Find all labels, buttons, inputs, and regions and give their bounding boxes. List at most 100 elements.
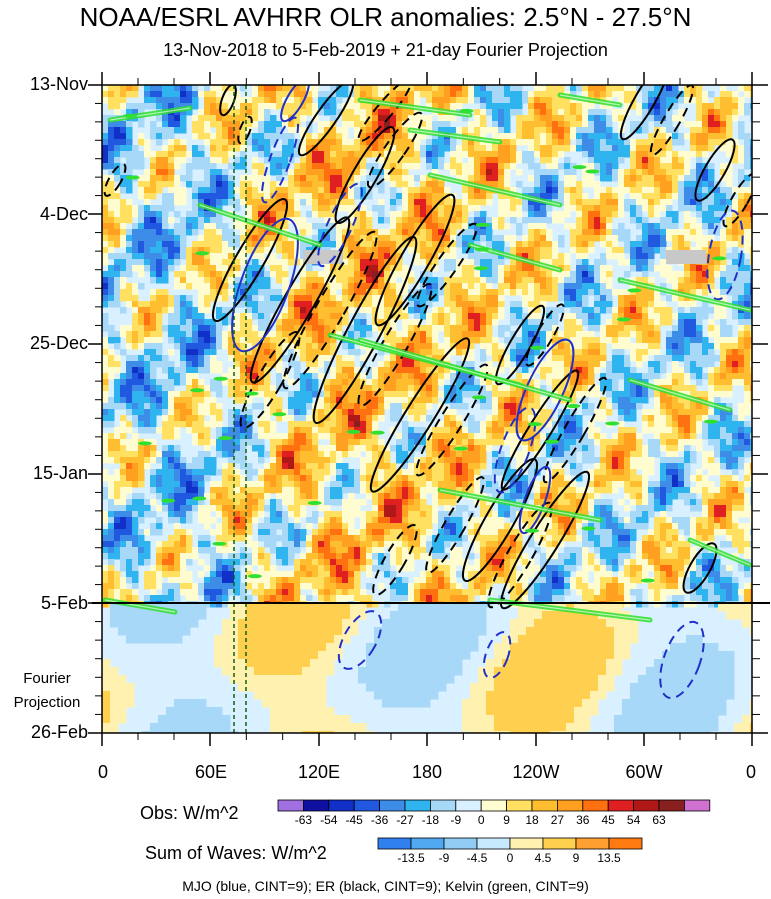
heat-cell — [618, 97, 625, 104]
heat-cell — [570, 103, 577, 110]
heat-cell — [222, 187, 229, 194]
heat-cell — [174, 319, 181, 326]
heat-cell — [558, 391, 565, 398]
heat-cell — [564, 187, 571, 194]
heat-cell — [294, 283, 301, 290]
heat-cell — [180, 403, 187, 410]
heat-cell — [738, 169, 745, 176]
heat-cell — [654, 247, 661, 254]
heat-cell — [666, 181, 673, 188]
heat-cell — [186, 109, 193, 116]
heat-cell — [120, 223, 127, 230]
heat-cell — [744, 343, 751, 350]
heat-cell — [498, 193, 505, 200]
heat-cell — [132, 241, 139, 248]
heat-cell — [144, 199, 151, 206]
heat-cell — [174, 211, 181, 218]
heat-cell — [246, 319, 253, 326]
heat-cell — [552, 247, 559, 254]
heat-cell — [636, 325, 643, 332]
heat-cell — [606, 121, 613, 128]
heat-cell — [528, 187, 535, 194]
heat-cell — [156, 295, 163, 302]
heat-cell — [258, 301, 265, 308]
heat-cell — [744, 91, 751, 98]
heat-cell — [582, 121, 589, 128]
heat-cell — [690, 331, 697, 338]
heat-cell — [234, 325, 241, 332]
heat-cell — [522, 97, 529, 104]
heat-cell — [462, 289, 469, 296]
heat-cell — [462, 169, 469, 176]
heat-cell — [486, 151, 493, 158]
heat-cell — [516, 181, 523, 188]
heat-cell — [438, 103, 445, 110]
heat-cell — [696, 151, 703, 158]
heat-cell — [414, 337, 421, 344]
heat-cell — [384, 307, 391, 314]
heat-cell — [702, 391, 709, 398]
heat-cell — [720, 325, 727, 332]
heat-cell — [150, 247, 157, 254]
heat-cell — [318, 193, 325, 200]
heat-cell — [564, 331, 571, 338]
heat-cell — [324, 289, 331, 296]
heat-cell — [198, 301, 205, 308]
heat-cell — [390, 241, 397, 248]
heat-cell — [150, 379, 157, 386]
heat-cell — [402, 199, 409, 206]
heat-cell — [534, 217, 541, 224]
heat-cell — [240, 85, 247, 92]
heat-cell — [390, 397, 397, 404]
heat-cell — [234, 253, 241, 260]
heat-cell — [330, 349, 337, 356]
heat-cell — [582, 307, 589, 314]
heat-cell — [618, 343, 625, 350]
heat-cell — [696, 319, 703, 326]
heat-cell — [630, 139, 637, 146]
heat-cell — [684, 301, 691, 308]
heat-cell — [528, 295, 535, 302]
heat-cell — [330, 85, 337, 92]
heat-cell — [402, 367, 409, 374]
heat-cell — [474, 115, 481, 122]
heat-cell — [354, 277, 361, 284]
heat-cell — [150, 175, 157, 182]
heat-cell — [744, 133, 751, 140]
heat-cell — [276, 133, 283, 140]
heat-cell — [258, 133, 265, 140]
heat-cell — [102, 391, 109, 398]
heat-cell — [258, 181, 265, 188]
heat-cell — [180, 379, 187, 386]
heat-cell — [162, 295, 169, 302]
heat-cell — [732, 205, 739, 212]
heat-cell — [108, 331, 115, 338]
heat-cell — [354, 313, 361, 320]
heat-cell — [558, 373, 565, 380]
heat-cell — [438, 217, 445, 224]
heat-cell — [606, 301, 613, 308]
heat-cell — [714, 271, 721, 278]
heat-cell — [534, 325, 541, 332]
heat-cell — [744, 361, 751, 368]
heat-cell — [600, 115, 607, 122]
heat-cell — [474, 223, 481, 230]
heat-cell — [624, 313, 631, 320]
heat-cell — [504, 337, 511, 344]
heat-cell — [474, 397, 481, 404]
heat-cell — [678, 169, 685, 176]
heat-cell — [228, 265, 235, 272]
heat-cell — [198, 241, 205, 248]
heat-cell — [528, 265, 535, 272]
heat-cell — [492, 127, 499, 134]
heat-cell — [288, 325, 295, 332]
heat-cell — [282, 325, 289, 332]
heat-cell — [564, 319, 571, 326]
heat-cell — [486, 97, 493, 104]
heat-cell — [744, 175, 751, 182]
heat-cell — [378, 97, 385, 104]
heat-cell — [210, 223, 217, 230]
heat-cell — [582, 391, 589, 398]
heat-cell — [456, 397, 463, 404]
heat-cell — [222, 289, 229, 296]
